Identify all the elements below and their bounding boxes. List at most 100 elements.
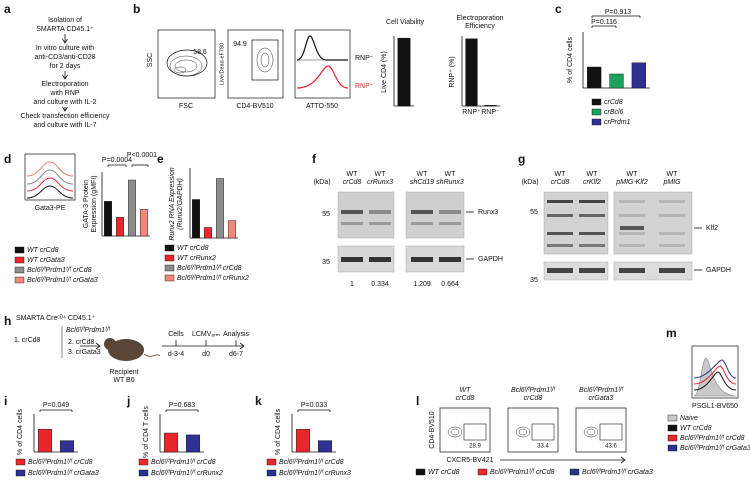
x-axis-label: PSGL1-BV650 xyxy=(692,403,738,410)
lane-label: WT xyxy=(445,171,457,178)
x-axis-label: CD4-BV510 xyxy=(236,103,273,110)
step-text: SMARTA CD45.1⁺ xyxy=(36,26,94,33)
lane-label: crCd8 xyxy=(551,179,570,186)
band xyxy=(369,257,391,262)
band xyxy=(547,268,573,273)
group-label: 1. crCd8 xyxy=(14,337,41,344)
arrow-head xyxy=(239,342,245,350)
band xyxy=(619,244,645,247)
legend-label: WT crCd8 xyxy=(177,245,209,252)
band xyxy=(579,214,605,217)
gate-value: 33.4 xyxy=(537,444,549,450)
lane-label: crCd8 xyxy=(343,179,362,186)
legend-swatch xyxy=(591,118,602,126)
target-label: GAPDH xyxy=(478,256,503,263)
bar xyxy=(465,38,478,107)
panel-label: i xyxy=(4,394,7,408)
bar xyxy=(609,73,624,89)
lane-label: WT xyxy=(347,171,359,178)
histogram-curve xyxy=(26,161,74,177)
gate xyxy=(463,423,487,441)
band xyxy=(547,232,573,235)
plot-title: Bcl6ᶠ/ᶠPrdm1ᶠ/ᶠ xyxy=(511,387,556,394)
legend-label: crPrdm1 xyxy=(604,119,631,126)
p-value: P<0.0001 xyxy=(127,152,157,159)
panel-label: e xyxy=(157,152,164,166)
chart-title: Efficiency xyxy=(465,23,495,30)
arrow-head xyxy=(62,106,68,112)
x-tick-label: RNP⁻ xyxy=(481,109,500,116)
lane-label: shRunx3 xyxy=(436,179,464,186)
band xyxy=(579,244,605,247)
blot xyxy=(405,191,465,239)
band xyxy=(619,268,645,273)
band xyxy=(619,200,645,203)
recipient-label: WT B6 xyxy=(113,377,134,384)
step-text: Isolation of xyxy=(48,17,82,24)
legend-label: Bcl6ᶠ/ᶠPrdm1ᶠ/ᶠ crRunx2 xyxy=(177,275,249,282)
band xyxy=(369,210,391,214)
bar xyxy=(185,434,201,453)
chart-title: Cell Viability xyxy=(386,19,424,26)
legend-label: Bcl6ᶠ/ᶠPrdm1ᶠ/ᶠ crCd8 xyxy=(28,459,93,466)
bar xyxy=(228,220,236,239)
gate xyxy=(251,39,279,81)
contour xyxy=(518,428,528,436)
step-text: for 2 days xyxy=(50,63,81,70)
y-axis-label: GATA-3 Protein xyxy=(83,180,90,228)
arrow-head xyxy=(62,74,68,80)
y-axis-label: RNP⁺ (%) xyxy=(449,56,456,87)
plot-title: crCd8 xyxy=(456,395,475,402)
bar xyxy=(484,105,497,107)
panel-label: h xyxy=(4,314,11,328)
legend-swatch xyxy=(138,458,149,466)
flow-plot xyxy=(157,29,216,99)
legend-label: Bcl6ᶠ/ᶠPrdm1ᶠ/ᶠ crGata3 xyxy=(28,470,99,477)
step-text: and culture with IL-7 xyxy=(33,122,96,129)
arrow-head xyxy=(620,456,626,464)
legend-swatch xyxy=(164,254,175,262)
histogram-curve xyxy=(296,35,348,61)
contour xyxy=(515,426,531,438)
panel-label: a xyxy=(4,2,11,16)
marker-label: 35 xyxy=(322,259,330,266)
panel-label: l xyxy=(416,394,419,408)
day-label: d6-7 xyxy=(229,351,243,358)
mouse-tail xyxy=(143,353,161,357)
panel-label: f xyxy=(312,152,317,166)
legend-swatch xyxy=(14,256,25,264)
y-axis-label: % of CD4 cells xyxy=(275,409,282,455)
unit-label: (kDa) xyxy=(313,179,330,186)
gate xyxy=(531,423,555,441)
bar xyxy=(397,37,411,107)
x-axis-label: Gata3-PE xyxy=(35,205,66,212)
bar xyxy=(631,62,646,89)
event-label: LCMVₐᵣₘ xyxy=(192,331,220,338)
band xyxy=(341,210,363,214)
y-axis-label: Live CD4 (%) xyxy=(381,51,388,93)
lane-label: WT xyxy=(627,171,639,178)
target-label: Klf2 xyxy=(706,225,718,232)
histogram xyxy=(24,153,76,201)
group-label: 2. crCd8 xyxy=(68,339,95,346)
band xyxy=(619,214,645,217)
contour xyxy=(447,426,463,438)
legend-swatch xyxy=(477,468,488,476)
legend-label: WT crCd8 xyxy=(27,247,59,254)
panel-label: d xyxy=(4,152,11,166)
flow-plot xyxy=(439,407,491,453)
legend-label: Bcl6ᶠ/ᶠPrdm1ᶠ/ᶠ crGata3 xyxy=(680,445,750,452)
legend-label: WT crCd8 xyxy=(428,469,460,476)
legend-label: Bcl6ᶠ/ᶠPrdm1ᶠ/ᶠ crCd8 xyxy=(27,267,92,274)
legend-label: WT crGata3 xyxy=(27,257,65,264)
contour xyxy=(260,52,270,68)
lane-label: WT xyxy=(555,171,567,178)
legend-swatch xyxy=(15,458,26,466)
flow-plot xyxy=(227,29,284,99)
contour xyxy=(173,66,187,74)
bar xyxy=(204,227,212,239)
legend-label: RNP⁻ xyxy=(355,55,374,62)
y-axis-label: (Runx2/GAPDH) xyxy=(177,178,184,230)
marker-label: 35 xyxy=(530,277,538,284)
